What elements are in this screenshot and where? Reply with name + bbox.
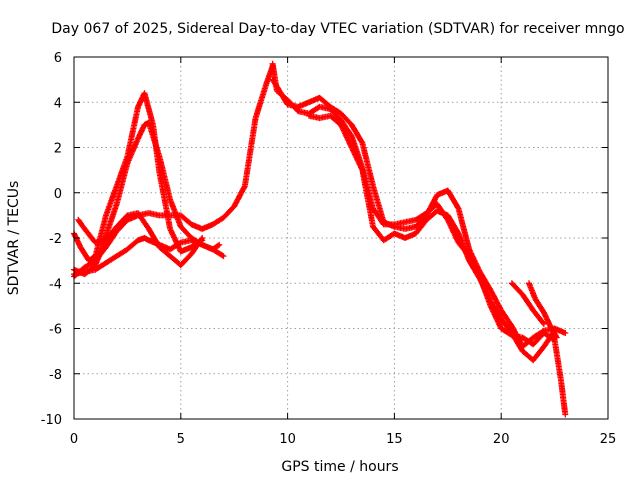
- plus-markers: [306, 112, 558, 364]
- y-tick-label: -10: [41, 413, 62, 428]
- plus-markers: [508, 280, 547, 327]
- series-track-8: [306, 112, 558, 364]
- x-tick-label: 0: [70, 432, 78, 447]
- x-tick-label: 25: [600, 432, 617, 447]
- plus-markers: [269, 76, 569, 350]
- x-axis-label: GPS time / hours: [281, 459, 398, 475]
- y-tick-label: 6: [54, 51, 62, 66]
- y-tick-label: 4: [54, 96, 62, 111]
- series-marks: [71, 60, 569, 418]
- x-tick-label: 5: [177, 432, 185, 447]
- y-tick-label: 0: [54, 187, 62, 202]
- y-tick-label: 2: [54, 142, 62, 157]
- chart-title: Day 067 of 2025, Sidereal Day-to-day VTE…: [51, 21, 624, 37]
- y-tick-label: -4: [49, 277, 62, 292]
- y-tick-label: -2: [49, 232, 62, 247]
- series-track-10: [526, 280, 560, 341]
- series-track-5: [75, 210, 206, 269]
- y-axis-label: SDTVAR / TECUs: [6, 181, 22, 296]
- y-tick-label: -8: [49, 368, 62, 383]
- series-track-6: [269, 60, 569, 418]
- axis-ticks: [73, 56, 609, 420]
- plus-markers: [526, 280, 560, 341]
- x-tick-label: 15: [386, 432, 403, 447]
- plus-markers: [269, 60, 569, 418]
- x-tick-label: 20: [493, 432, 510, 447]
- y-tick-label: -6: [49, 323, 62, 338]
- series-track-7: [269, 76, 569, 350]
- x-tick-label: 10: [279, 432, 296, 447]
- grid-lines: [74, 57, 608, 419]
- tick-labels: 0 5 10 15 20 25 -10 -8 -6 -4 -2 0 2 4 6: [41, 51, 617, 447]
- plus-markers: [75, 210, 206, 269]
- series-track-9: [508, 280, 547, 327]
